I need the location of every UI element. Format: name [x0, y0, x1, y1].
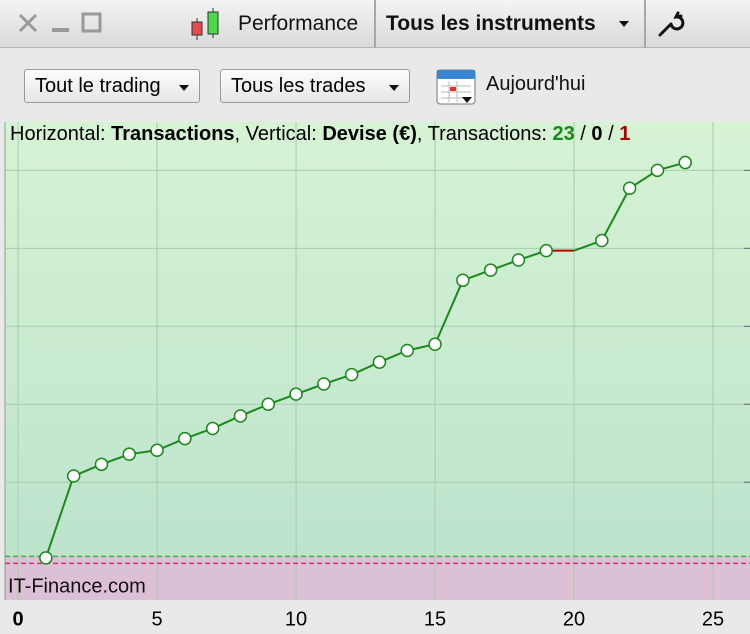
trade-point: [261, 397, 276, 412]
x-tick-label: 0: [13, 608, 24, 630]
header-part: 23: [552, 123, 574, 145]
watermark: IT-Finance.com: [8, 575, 146, 597]
trade-point: [456, 273, 470, 288]
trade-point: [39, 551, 53, 565]
trade-point: [372, 355, 387, 369]
instruments-menu[interactable]: Tous les instruments: [386, 12, 596, 35]
chart-header: Horizontal: Transactions, Vertical: Devi…: [10, 123, 630, 145]
trade-point: [289, 387, 303, 401]
header-part: Devise (€): [322, 123, 417, 145]
caret: [389, 85, 399, 91]
divider: [374, 0, 376, 48]
trade-point: [511, 253, 526, 267]
header-part: 1: [619, 123, 630, 145]
trade-point: [317, 377, 331, 391]
calendar-icon[interactable]: [435, 66, 479, 108]
trade-point: [344, 367, 359, 382]
x-axis-band: [0, 600, 750, 634]
header-part: , Vertical:: [235, 123, 323, 145]
x-tick-label: 15: [424, 608, 446, 630]
trade-point: [595, 233, 609, 248]
header-part: 0: [591, 123, 602, 145]
header-part: /: [575, 123, 592, 145]
x-tick-label: 20: [563, 608, 585, 630]
header-part: /: [603, 123, 620, 145]
caret: [179, 85, 189, 91]
trade-point: [622, 181, 637, 196]
minimize-button[interactable]: [52, 28, 69, 32]
plot-background: [5, 122, 750, 557]
trade-point: [205, 421, 220, 436]
trade-point: [400, 343, 414, 358]
trade-point: [178, 431, 192, 446]
trades-dropdown[interactable]: Tous les trades: [220, 69, 410, 103]
maximize-button[interactable]: [81, 12, 102, 33]
trading-dropdown[interactable]: Tout le trading: [24, 69, 200, 103]
trade-point: [66, 469, 81, 483]
x-tick-label: 25: [702, 608, 724, 630]
toolbar: Performance Tous les instruments: [0, 0, 750, 48]
trade-point: [233, 409, 248, 423]
trade-point: [678, 155, 692, 170]
performance-tab[interactable]: Performance: [238, 12, 359, 35]
divider: [644, 0, 646, 48]
trade-point: [150, 443, 164, 458]
x-tick-label: 10: [285, 608, 307, 630]
date-filter[interactable]: Aujourd'hui: [486, 73, 586, 95]
header-part: , Transactions:: [417, 123, 553, 145]
settings-wrench[interactable]: [656, 9, 686, 39]
close-button[interactable]: [18, 13, 38, 33]
caret: [619, 21, 629, 27]
trade-point: [650, 163, 665, 178]
trade-point: [94, 457, 109, 472]
header-part: Transactions: [111, 123, 234, 145]
trade-point: [539, 243, 553, 258]
trade-point: [122, 447, 137, 461]
dropdown-label: Tous les trades: [231, 75, 366, 97]
dropdown-label: Tout le trading: [35, 75, 161, 97]
trade-point: [428, 337, 442, 351]
candles-icon: [191, 8, 219, 40]
trade-point: [483, 263, 498, 277]
x-tick-label: 5: [151, 608, 162, 630]
window-controls: [18, 12, 102, 33]
header-part: Horizontal:: [10, 123, 111, 145]
